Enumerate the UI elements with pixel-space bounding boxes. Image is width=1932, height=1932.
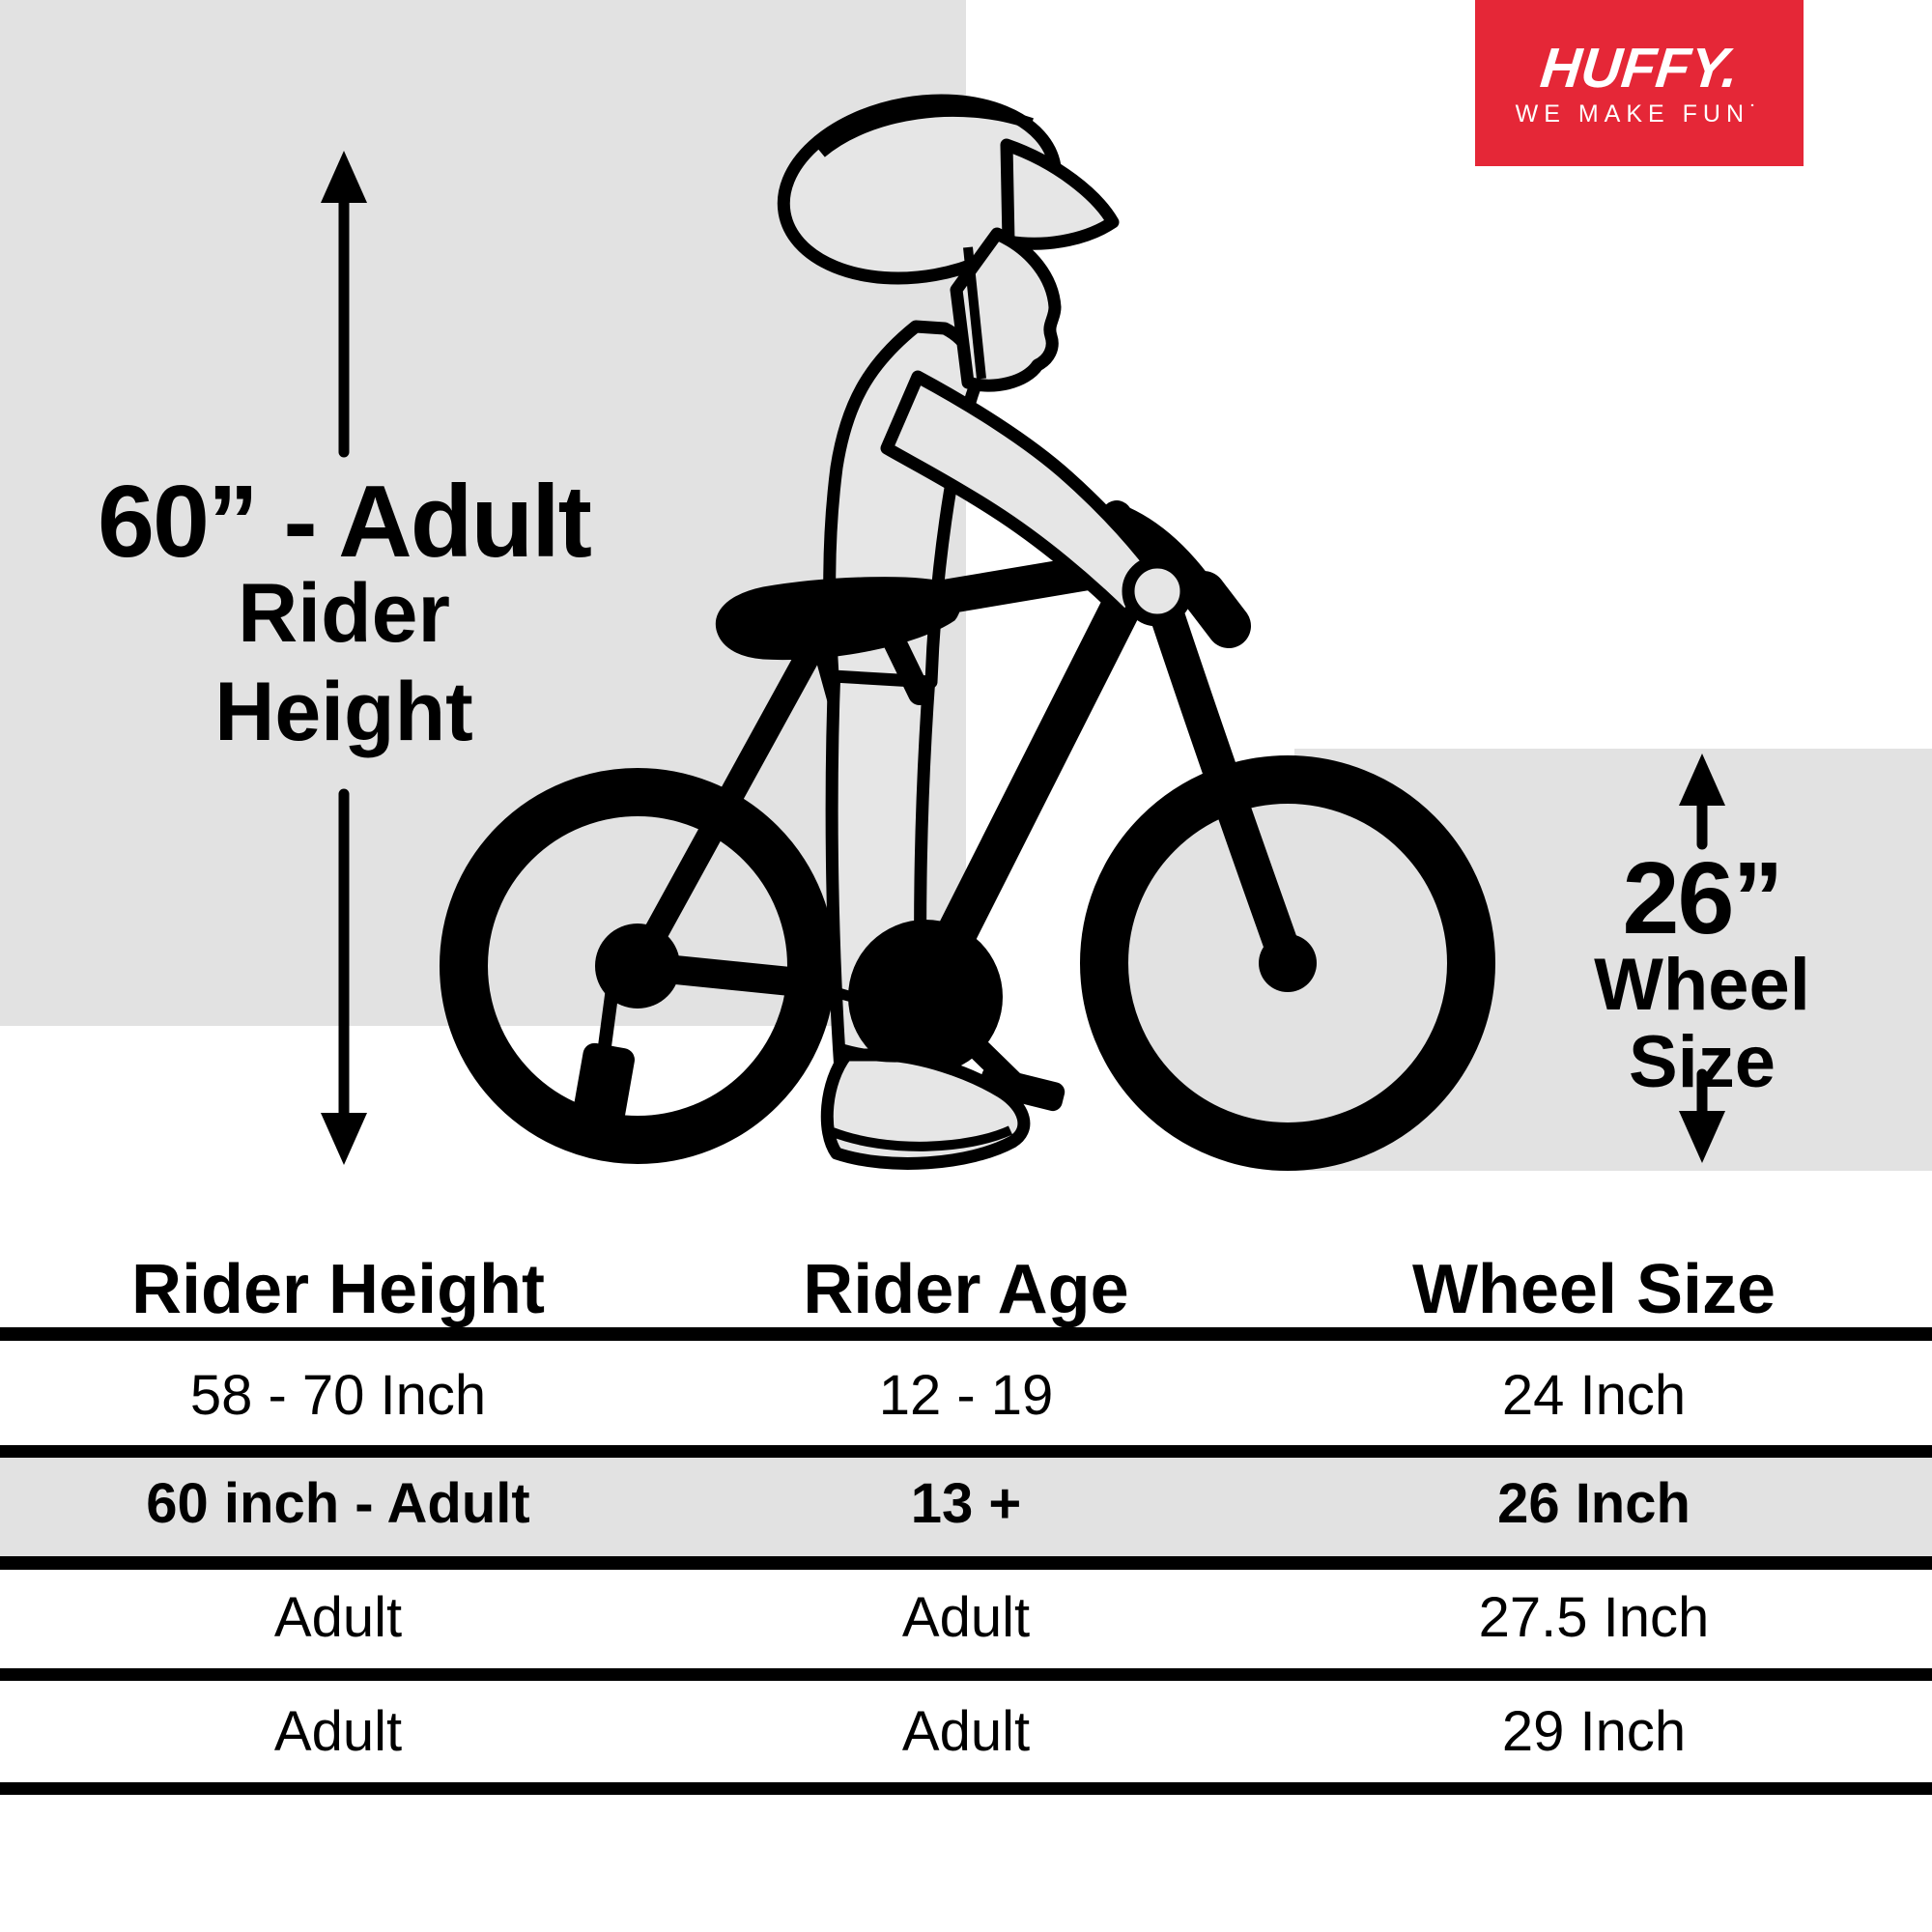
row-wheel-size: 26 Inch xyxy=(1497,1472,1690,1535)
rider-face xyxy=(950,227,1062,392)
wheel-size-value: 26” xyxy=(1622,841,1784,955)
header-rider-height: Rider Height xyxy=(130,1251,546,1328)
table-rule xyxy=(0,1556,1932,1570)
stem xyxy=(1101,500,1171,599)
table-rule xyxy=(0,1782,1932,1795)
rider-height-label-line2: Height xyxy=(214,666,473,758)
rider-height-label-line1: Rider xyxy=(238,567,450,660)
handlebar-grip xyxy=(1181,571,1251,648)
row-rider-height: Adult xyxy=(273,1586,403,1649)
rider-hand xyxy=(1122,555,1193,627)
fork xyxy=(1138,562,1305,980)
table-rule xyxy=(0,1445,1932,1458)
derailleur xyxy=(573,1042,635,1129)
table-row-highlighted: 60 inch - Adult 13 + 26 Inch xyxy=(0,1468,1932,1540)
header-rider-age: Rider Age xyxy=(803,1251,1129,1328)
table-rule xyxy=(0,1327,1932,1341)
rider-height-value: 60” - Adult xyxy=(98,465,592,579)
rider-shoe-group xyxy=(820,1042,1031,1170)
highlighted-row-background xyxy=(0,1458,1932,1556)
row-rider-age: 12 - 19 xyxy=(878,1364,1054,1427)
header-wheel-size: Wheel Size xyxy=(1411,1251,1776,1328)
row-rider-height: 58 - 70 Inch xyxy=(189,1364,487,1427)
table-row: Adult Adult 29 Inch xyxy=(0,1696,1932,1768)
row-rider-age: Adult xyxy=(901,1586,1031,1649)
table-row: Adult Adult 27.5 Inch xyxy=(0,1582,1932,1654)
rider-shoe xyxy=(820,1048,1031,1170)
row-rider-age: 13 + xyxy=(910,1472,1022,1535)
wheel-size-label-line1: Wheel xyxy=(1594,944,1810,1026)
table-rule xyxy=(0,1668,1932,1681)
row-wheel-size: 27.5 Inch xyxy=(1478,1586,1710,1649)
row-rider-height: 60 inch - Adult xyxy=(146,1472,530,1535)
row-rider-height: Adult xyxy=(273,1700,403,1763)
wheel-size-label-line2: Size xyxy=(1628,1021,1776,1103)
helmet-strap xyxy=(963,246,986,380)
huffy-logo-tagline: WE MAKE FUN˙ xyxy=(1515,99,1764,128)
handlebar xyxy=(1104,503,1228,619)
huffy-logo: HUFFY. WE MAKE FUN˙ xyxy=(1475,0,1804,166)
size-table-header-row: Rider Height Rider Age Wheel Size xyxy=(0,1254,1932,1325)
row-wheel-size: 24 Inch xyxy=(1501,1364,1687,1427)
row-wheel-size: 29 Inch xyxy=(1501,1700,1687,1763)
helmet-visor xyxy=(1000,138,1120,250)
row-rider-age: Adult xyxy=(901,1700,1031,1763)
pedal xyxy=(979,1065,1065,1112)
table-row: 58 - 70 Inch 12 - 19 24 Inch xyxy=(0,1360,1932,1432)
shoe-sole-line xyxy=(831,1125,1013,1151)
huffy-logo-wordmark: HUFFY. xyxy=(1537,36,1742,99)
pant-cuff-line xyxy=(840,1042,944,1063)
